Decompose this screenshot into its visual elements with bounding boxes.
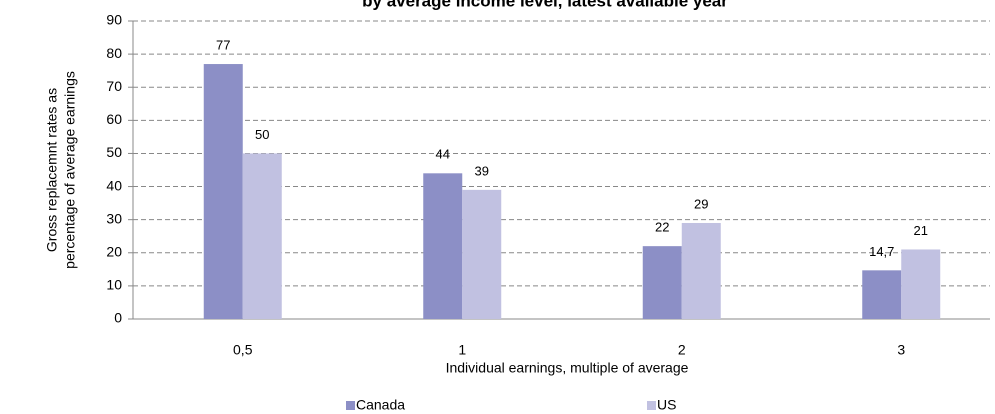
y-tick-label: 0 bbox=[114, 310, 122, 326]
value-label: 21 bbox=[914, 223, 928, 238]
y-axis-label-line: percentage of average earnings bbox=[62, 71, 78, 269]
chart-title: by average income level, latest availabl… bbox=[362, 0, 728, 10]
bar bbox=[242, 153, 282, 319]
y-tick-label: 30 bbox=[106, 210, 122, 226]
value-label: 39 bbox=[475, 163, 489, 178]
value-label: 29 bbox=[694, 196, 708, 211]
value-label: 50 bbox=[255, 127, 269, 142]
value-label: 14,7 bbox=[869, 244, 894, 259]
legend-label: US bbox=[657, 397, 676, 413]
y-tick-label: 50 bbox=[106, 144, 122, 160]
value-label: 22 bbox=[655, 220, 669, 235]
y-tick-label: 90 bbox=[106, 12, 122, 28]
x-tick-label: 0,5 bbox=[233, 342, 253, 358]
bar bbox=[681, 222, 721, 319]
bar bbox=[642, 246, 682, 319]
x-tick-label: 2 bbox=[678, 342, 686, 358]
legend-label: Canada bbox=[356, 397, 405, 413]
bar bbox=[862, 270, 902, 319]
x-axis-label: Individual earnings, multiple of average bbox=[446, 360, 689, 376]
x-tick-label: 3 bbox=[897, 342, 905, 358]
y-tick-label: 10 bbox=[106, 277, 122, 293]
bar bbox=[462, 189, 502, 319]
legend-swatch bbox=[647, 401, 656, 410]
bar bbox=[423, 173, 463, 319]
y-axis-label: Gross replacemnt rates as percentage of … bbox=[44, 71, 78, 269]
x-tick-label: 1 bbox=[458, 342, 466, 358]
y-tick-label: 40 bbox=[106, 177, 122, 193]
value-label: 77 bbox=[216, 37, 230, 52]
legend-swatch bbox=[346, 401, 355, 410]
y-axis-label-line: Gross replacemnt rates as bbox=[44, 88, 60, 252]
y-tick-label: 20 bbox=[106, 243, 122, 259]
bar bbox=[901, 249, 941, 319]
y-tick-label: 60 bbox=[106, 111, 122, 127]
value-label: 44 bbox=[436, 147, 450, 162]
y-tick-label: 70 bbox=[106, 78, 122, 94]
y-tick-label: 80 bbox=[106, 45, 122, 61]
bar bbox=[203, 64, 243, 320]
